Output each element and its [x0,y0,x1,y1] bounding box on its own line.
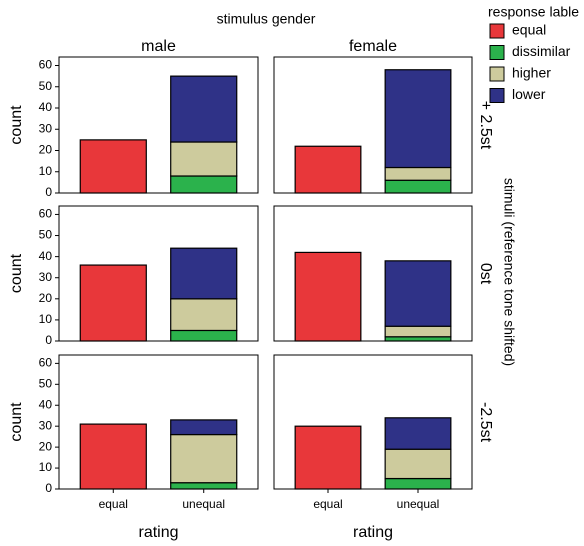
y-tick-label: 20 [39,439,53,453]
y-axis-label: count [8,253,25,293]
y-tick-label: 60 [39,58,53,72]
y-axis-label: count [8,105,25,145]
x-axis-label: rating [353,524,393,541]
col-title: stimulus gender [217,11,316,27]
y-tick-label: 0 [45,481,52,495]
bar-segment [79,264,147,342]
y-tick-label: 10 [39,312,53,326]
legend-label: dissimilar [512,43,571,59]
y-tick-label: 10 [39,460,53,474]
y-tick-label: 50 [39,376,53,390]
col-label: male [141,38,176,55]
bar-segment [384,325,452,338]
bar-segment [384,417,452,450]
y-tick-label: 0 [45,185,52,199]
y-tick-label: 30 [39,121,53,135]
row-label: -2.5st [477,402,494,443]
y-tick-label: 50 [39,79,53,93]
bar-segment [170,175,238,194]
y-tick-label: 20 [39,143,53,157]
legend-label: equal [512,22,546,38]
y-tick-label: 40 [39,100,53,114]
x-tick-label: unequal [397,497,440,511]
bar-segment [384,477,452,490]
bar-segment [384,448,452,480]
y-tick-label: 40 [39,397,53,411]
bar-segment [384,336,452,342]
bar-segment [170,482,238,490]
bar-segment [170,329,238,342]
row-label: + 2.5st [477,101,494,150]
y-tick-label: 30 [39,418,53,432]
y-tick-label: 10 [39,164,53,178]
bar-segment [79,423,147,490]
bar-segment [294,145,362,194]
x-tick-label: unequal [182,497,225,511]
y-axis-label: count [8,402,25,442]
col-label: female [349,38,397,55]
bar-segment [170,433,238,484]
legend-swatch [489,23,505,39]
bar-segment [384,179,452,194]
y-tick-label: 0 [45,333,52,347]
legend-label: lower [512,86,546,102]
bar-segment [170,75,238,143]
bar-segment [170,298,238,332]
y-tick-label: 40 [39,249,53,263]
y-tick-label: 20 [39,291,53,305]
bar-segment [384,69,452,169]
legend-swatch [489,45,505,60]
row-label: 0st [477,263,494,285]
y-tick-label: 60 [39,207,53,221]
y-tick-label: 50 [39,228,53,242]
y-tick-label: 30 [39,270,53,284]
bar-segment [384,260,452,327]
legend-label: higher [512,65,551,81]
y-tick-label: 60 [39,356,53,370]
legend-swatch [489,88,505,103]
bar-segment [170,419,238,436]
bar-segment [170,247,238,300]
row-title: stimuli (reference tone shifted) [501,178,517,366]
x-tick-label: equal [99,497,128,511]
bar-segment [294,251,362,342]
x-tick-label: equal [313,497,342,511]
legend-swatch [489,66,505,82]
x-axis-label: rating [138,524,178,541]
bar-segment [170,141,238,177]
bar-segment [294,425,362,490]
bar-segment [384,166,452,181]
legend-title: response lable [488,4,579,20]
bar-segment [79,139,147,194]
